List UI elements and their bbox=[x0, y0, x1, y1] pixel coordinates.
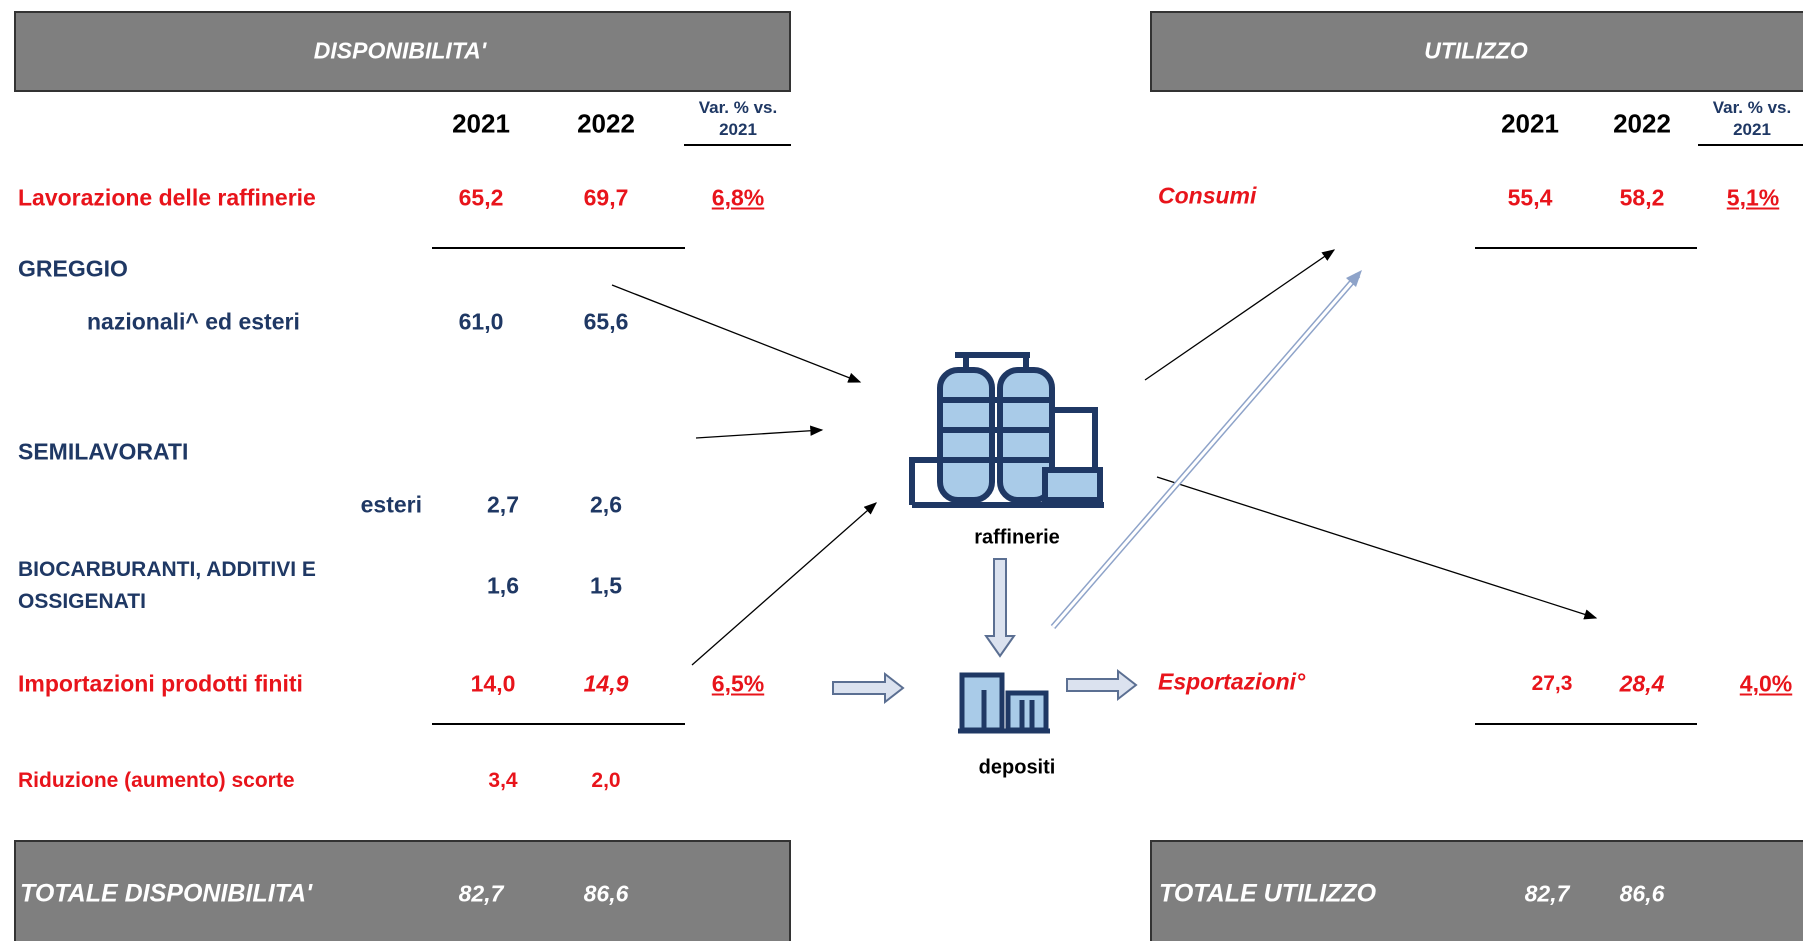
value: 27,3 bbox=[1532, 672, 1573, 696]
depot-icon bbox=[958, 675, 1050, 731]
variation: 4,0% bbox=[1740, 671, 1792, 698]
row-label: Riduzione (aumento) scorte bbox=[18, 769, 295, 793]
header: DISPONIBILITA' bbox=[314, 38, 486, 65]
value: 69,7 bbox=[584, 185, 629, 212]
diagram-graphics bbox=[0, 0, 1803, 941]
value: 2,0 bbox=[591, 769, 620, 793]
value: 1,5 bbox=[590, 573, 622, 600]
total-value: 86,6 bbox=[1620, 881, 1665, 908]
rule bbox=[1698, 144, 1803, 146]
value: 65,2 bbox=[459, 185, 504, 212]
value: 55,4 bbox=[1508, 185, 1553, 212]
double-arrow bbox=[1053, 270, 1362, 627]
row-label: nazionali^ ed esteri bbox=[87, 309, 300, 336]
value: 14,9 bbox=[584, 671, 629, 698]
section-label: GREGGIO bbox=[18, 256, 128, 283]
section-label: SEMILAVORATI bbox=[18, 439, 188, 466]
row-label: BIOCARBURANTI, ADDITIVI E OSSIGENATI bbox=[18, 554, 418, 618]
col-header: 2021 bbox=[452, 109, 510, 140]
col-header: Var. % vs. 2021 bbox=[683, 97, 793, 141]
row-label: Esportazioni° bbox=[1158, 669, 1305, 696]
flow-arrows bbox=[612, 250, 1596, 665]
variation: 5,1% bbox=[1727, 185, 1779, 212]
icon-label: raffinerie bbox=[974, 527, 1060, 550]
rule bbox=[432, 723, 685, 725]
total-label: TOTALE UTILIZZO bbox=[1159, 880, 1376, 909]
value: 61,0 bbox=[459, 309, 504, 336]
total-value: 86,6 bbox=[584, 881, 629, 908]
value: 3,4 bbox=[488, 769, 517, 793]
value: 2,6 bbox=[590, 492, 622, 519]
rule bbox=[684, 144, 791, 146]
icon-label: depositi bbox=[979, 757, 1056, 780]
total-label: TOTALE DISPONIBILITA' bbox=[20, 880, 312, 909]
rule bbox=[432, 247, 685, 249]
col-header: Var. % vs. 2021 bbox=[1697, 97, 1803, 141]
value: 28,4 bbox=[1620, 671, 1665, 698]
value: 2,7 bbox=[487, 492, 519, 519]
page: DISPONIBILITA' UTILIZZO 2021 2022 Var. %… bbox=[0, 0, 1803, 941]
value: 1,6 bbox=[487, 573, 519, 600]
rule bbox=[1475, 723, 1697, 725]
header: UTILIZZO bbox=[1424, 38, 1527, 65]
row-label: Consumi bbox=[1158, 183, 1256, 210]
rule bbox=[1475, 247, 1697, 249]
variation: 6,5% bbox=[712, 671, 764, 698]
col-header: 2022 bbox=[1613, 109, 1671, 140]
col-header: 2021 bbox=[1501, 109, 1559, 140]
col-header: 2022 bbox=[577, 109, 635, 140]
row-label: esteri bbox=[361, 492, 422, 519]
value: 14,0 bbox=[471, 671, 516, 698]
value: 58,2 bbox=[1620, 185, 1665, 212]
row-label: Lavorazione delle raffinerie bbox=[18, 185, 316, 212]
row-label: Importazioni prodotti finiti bbox=[18, 671, 303, 698]
variation: 6,8% bbox=[712, 185, 764, 212]
refinery-icon bbox=[912, 352, 1104, 505]
value: 65,6 bbox=[584, 309, 629, 336]
total-value: 82,7 bbox=[459, 881, 504, 908]
total-value: 82,7 bbox=[1525, 881, 1570, 908]
